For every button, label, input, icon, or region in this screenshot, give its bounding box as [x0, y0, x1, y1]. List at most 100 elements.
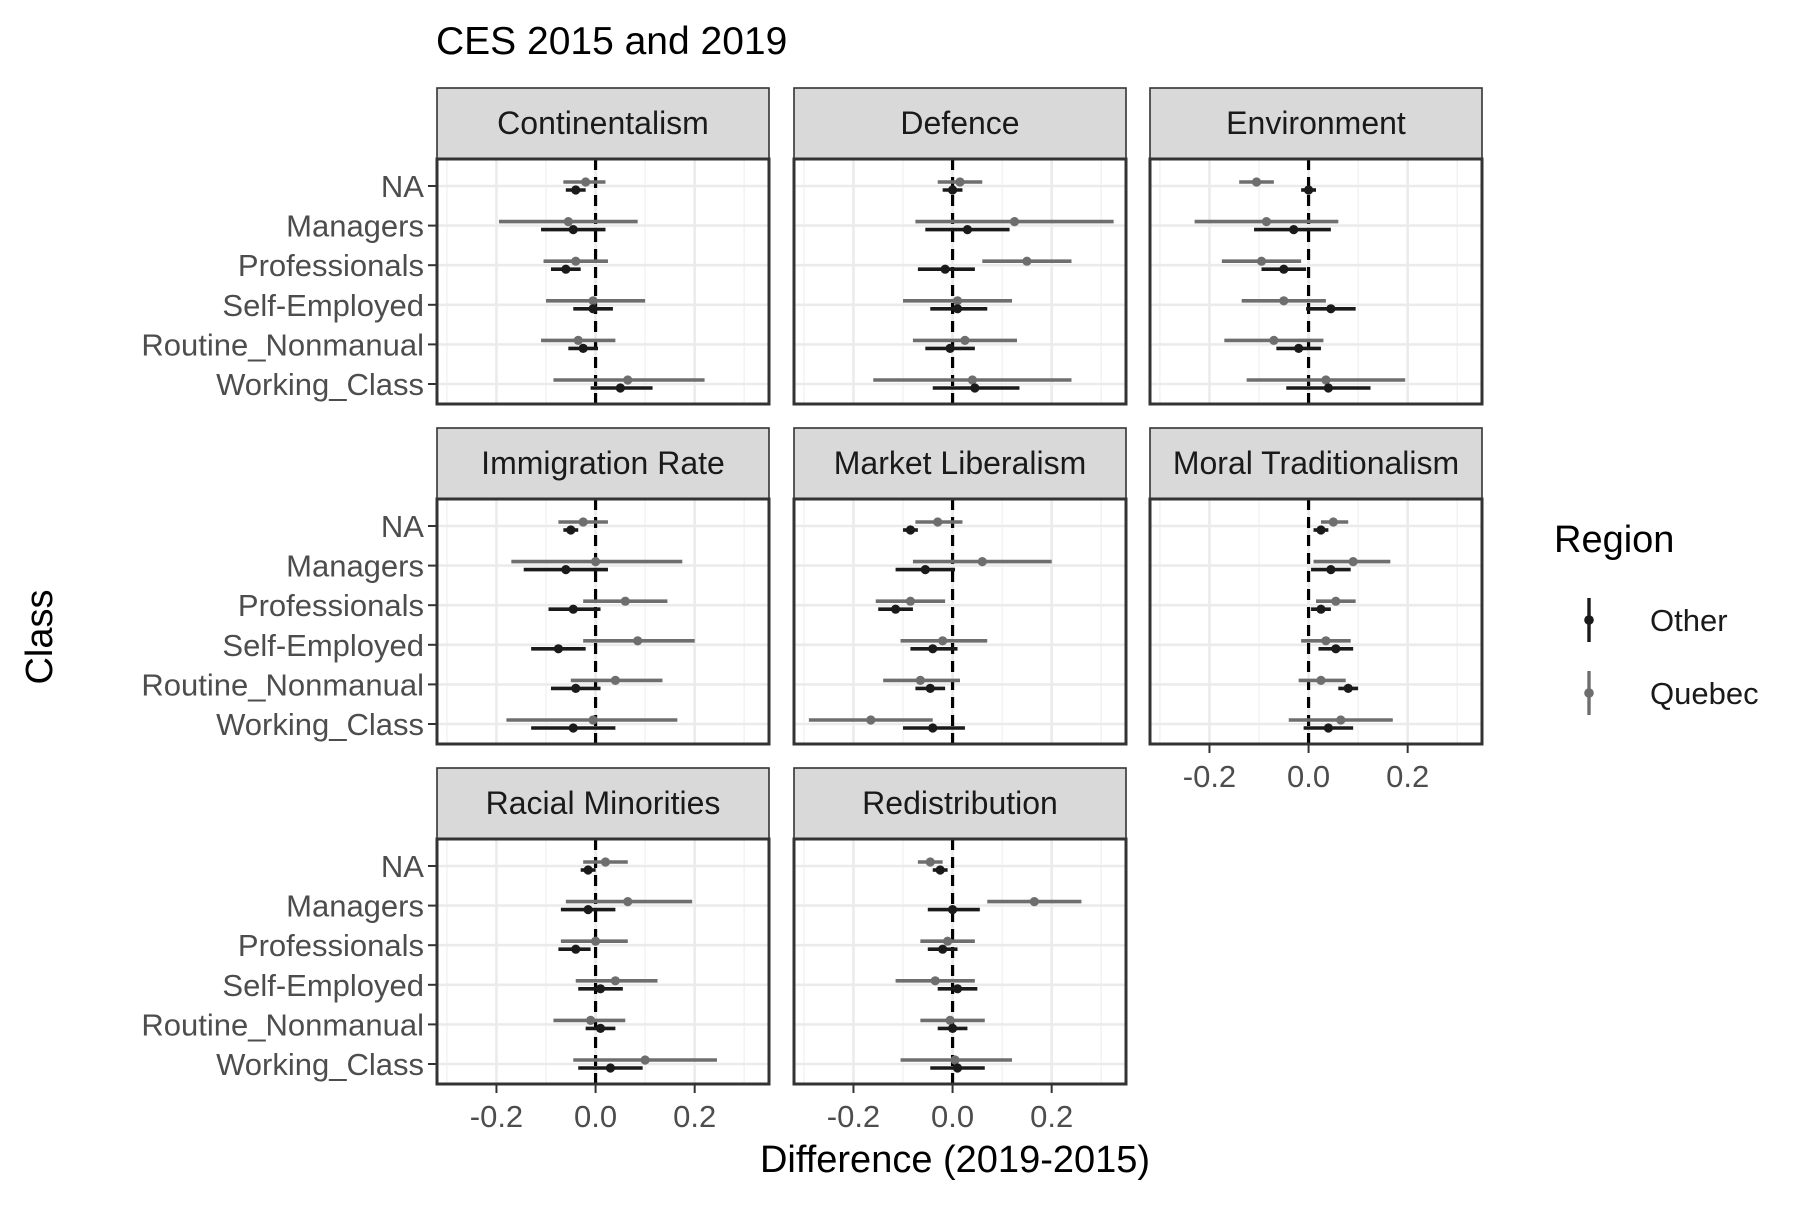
- point-quebec-routine-nonmanual: [1269, 335, 1279, 345]
- point-quebec-self-employed: [633, 636, 643, 646]
- x-tick-label: 0.0: [574, 1099, 617, 1134]
- point-other-professionals: [561, 264, 571, 274]
- point-other-routine-nonmanual: [947, 1023, 958, 1033]
- facet-label: Market Liberalism: [834, 445, 1087, 481]
- x-tick-label: 0.0: [1287, 759, 1330, 794]
- panel-border: [435, 497, 771, 746]
- facet-strip: [793, 87, 1127, 160]
- point-quebec-routine-nonmanual: [915, 675, 925, 686]
- facets-layer: Continentalism NA Managers Professionals Sel…: [141, 87, 1484, 1134]
- y-tick-label: Self-Employed: [222, 628, 424, 663]
- point-other-na: [571, 185, 581, 195]
- point-other-professionals: [568, 604, 578, 614]
- facet-label: Racial Minorities: [486, 785, 721, 821]
- point-quebec-routine-nonmanual: [573, 335, 583, 345]
- y-tick-label: Managers: [286, 889, 424, 924]
- facet-strip: [1149, 427, 1483, 500]
- point-other-self-employed: [928, 644, 938, 654]
- point-quebec-professionals: [905, 596, 916, 606]
- x-tick-label: -0.2: [1183, 759, 1236, 794]
- point-other-na: [566, 525, 576, 535]
- point-other-na: [935, 865, 945, 875]
- facet-defence: Defence: [792, 87, 1128, 406]
- point-other-self-employed: [588, 304, 598, 314]
- y-tick-label: Working_Class: [216, 367, 424, 402]
- point-other-self-employed: [1326, 304, 1336, 314]
- point-other-managers: [1289, 225, 1299, 235]
- y-tick-label: Routine_Nonmanual: [141, 1007, 424, 1042]
- point-other-managers: [568, 225, 578, 235]
- point-other-professionals: [938, 944, 948, 954]
- facet-label: Immigration Rate: [481, 445, 725, 481]
- x-tick-label: 0.2: [673, 1099, 716, 1134]
- point-quebec-routine-nonmanual: [586, 1015, 596, 1025]
- point-other-self-employed: [1331, 644, 1341, 654]
- point-other-managers: [1326, 565, 1336, 575]
- point-other-professionals: [890, 604, 901, 614]
- y-tick-label: Working_Class: [216, 707, 424, 742]
- point-quebec-routine-nonmanual: [610, 675, 620, 686]
- panel-background: [794, 839, 1126, 1084]
- point-other-working-class: [568, 723, 578, 733]
- point-quebec-professionals: [620, 596, 630, 606]
- point-quebec-professionals: [571, 256, 581, 266]
- point-quebec-managers: [1261, 217, 1272, 227]
- legend-title: Region: [1554, 519, 1674, 561]
- point-quebec-working-class: [967, 375, 977, 385]
- point-quebec-routine-nonmanual: [1316, 675, 1326, 686]
- point-quebec-self-employed: [610, 976, 620, 986]
- point-quebec-na: [1328, 517, 1338, 527]
- point-quebec-self-employed: [1279, 296, 1289, 306]
- panel-background: [794, 499, 1126, 744]
- panel-background: [1150, 499, 1482, 744]
- facet-strip: [436, 767, 770, 840]
- facet-environment: Environment: [1148, 87, 1484, 406]
- panel-border: [792, 497, 1128, 746]
- point-other-managers: [962, 225, 973, 235]
- point-quebec-professionals: [1331, 596, 1341, 606]
- point-other-na: [905, 525, 916, 535]
- y-tick-label: Managers: [286, 549, 424, 584]
- x-tick-label: 0.2: [1030, 1099, 1073, 1134]
- facet-strip: [793, 427, 1127, 500]
- point-quebec-managers: [563, 217, 573, 227]
- point-other-routine-nonmanual: [945, 343, 955, 353]
- facet-immigration-rate: Immigration Rate NA Managers Professionals S…: [141, 427, 771, 746]
- x-tick-label: -0.2: [827, 1099, 880, 1134]
- facet-strip: [793, 767, 1127, 840]
- point-other-routine-nonmanual: [571, 683, 581, 694]
- point-quebec-routine-nonmanual: [945, 1015, 955, 1025]
- point-quebec-working-class: [640, 1055, 650, 1065]
- panel-background: [1150, 159, 1482, 404]
- point-quebec-managers: [1348, 557, 1358, 567]
- y-tick-label: NA: [381, 509, 424, 544]
- panel-border: [435, 837, 771, 1086]
- point-quebec-managers: [1009, 217, 1020, 227]
- y-tick-label: Professionals: [238, 928, 424, 963]
- legend-item-quebec: Quebec: [1584, 671, 1759, 715]
- facet-moral-traditionalism: Moral Traditionalism -0.2 0.0 0.2: [1148, 427, 1484, 794]
- point-quebec-professionals: [590, 936, 601, 946]
- y-tick-label: Professionals: [238, 248, 424, 283]
- point-quebec-self-employed: [588, 296, 598, 306]
- y-tick-label: Routine_Nonmanual: [141, 667, 424, 702]
- point-other-working-class: [970, 383, 980, 393]
- point-quebec-working-class: [866, 715, 876, 725]
- panel-border: [792, 157, 1128, 406]
- facet-racial-minorities: Racial Minorities NA Managers Professionals…: [141, 767, 771, 1134]
- point-quebec-na: [581, 177, 591, 187]
- point-other-self-employed: [952, 304, 963, 314]
- y-tick-label: Routine_Nonmanual: [141, 327, 424, 362]
- facet-continentalism: Continentalism NA Managers Professionals Sel…: [141, 87, 771, 406]
- point-other-routine-nonmanual: [1294, 343, 1304, 353]
- facet-strip: [436, 427, 770, 500]
- panel-background: [794, 159, 1126, 404]
- point-quebec-managers: [623, 897, 633, 907]
- point-quebec-na: [933, 517, 943, 527]
- panel-background: [437, 499, 769, 744]
- facet-strip: [436, 87, 770, 160]
- facet-strip: [1149, 87, 1483, 160]
- point-other-na: [583, 865, 593, 875]
- point-other-working-class: [952, 1063, 963, 1073]
- point-quebec-professionals: [943, 936, 953, 946]
